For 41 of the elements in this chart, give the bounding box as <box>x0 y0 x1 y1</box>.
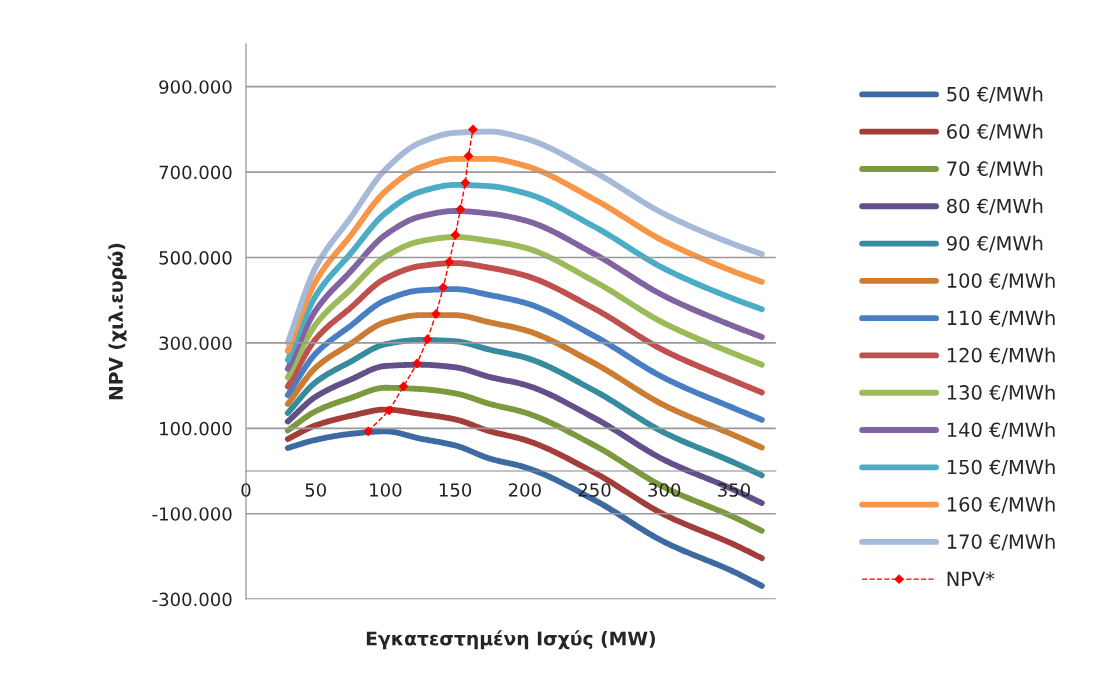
y-tick-label: -300.000 <box>152 592 232 607</box>
point <box>444 257 454 267</box>
legend-label: 160 €/MWh <box>947 496 1055 514</box>
y-tick-label: -100.000 <box>152 507 232 521</box>
legend-label: 110 €/MWh <box>947 310 1055 327</box>
y-tick-label: 100.000 <box>160 421 232 436</box>
point <box>412 358 422 369</box>
y-tick-label: 300.000 <box>159 336 232 351</box>
y-axis-title: NPV (χιλ.ευρώ) <box>107 243 127 400</box>
point <box>463 151 474 161</box>
x-tick-label: 250 <box>578 483 611 497</box>
x-tick-label: 0 <box>241 483 251 497</box>
legend-label: NPV* <box>947 571 995 586</box>
legend-label: 90 €/MWh <box>946 235 1043 253</box>
point <box>431 309 441 319</box>
legend-label: 100 €/MWh <box>947 272 1055 290</box>
legend-label: 80 €/MWh <box>947 198 1043 215</box>
point <box>384 405 394 416</box>
point <box>455 204 466 214</box>
y-tick-label: 900.000 <box>159 80 232 94</box>
point <box>438 282 448 293</box>
legend-label: 130 €/MWh <box>947 384 1055 402</box>
x-tick-label: 50 <box>305 483 326 497</box>
legend-label: 120 €/MWh <box>947 347 1055 365</box>
legend-label: 170 €/MWh <box>947 533 1055 551</box>
point <box>422 334 433 344</box>
x-tick-label: 150 <box>439 483 472 497</box>
x-axis-title: Εγκατεστημένη Ισχύς (MW) <box>366 630 655 650</box>
x-tick-label: 200 <box>508 483 541 497</box>
y-tick-label: 500.000 <box>159 250 232 265</box>
y-tick-label: 700.000 <box>159 165 232 180</box>
legend-label: 140 €/MWh <box>947 422 1055 439</box>
legend-label: 70 €/MWh <box>947 161 1043 178</box>
legend-label: 60 €/MWh <box>947 123 1043 141</box>
legend-label: 150 €/MWh <box>947 459 1055 476</box>
x-tick-label: 100 <box>370 483 402 497</box>
point <box>468 124 478 135</box>
point <box>450 230 461 240</box>
point <box>363 426 373 436</box>
legend-label: 50 €/MWh <box>947 86 1043 104</box>
point <box>460 178 470 188</box>
